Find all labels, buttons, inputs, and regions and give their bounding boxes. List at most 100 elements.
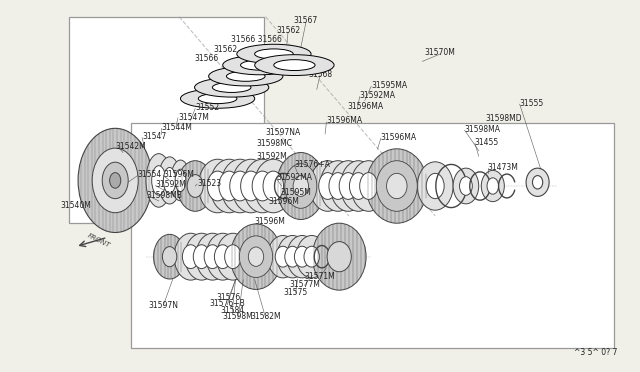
Ellipse shape xyxy=(274,60,315,71)
Ellipse shape xyxy=(209,67,283,86)
Text: 31540M: 31540M xyxy=(60,201,91,210)
Ellipse shape xyxy=(187,174,204,198)
Text: 31576+A: 31576+A xyxy=(294,160,330,169)
Ellipse shape xyxy=(102,162,128,199)
Ellipse shape xyxy=(163,167,176,193)
Ellipse shape xyxy=(312,223,366,290)
Ellipse shape xyxy=(146,154,172,207)
Ellipse shape xyxy=(285,164,317,208)
Text: 31596M: 31596M xyxy=(255,217,285,226)
Ellipse shape xyxy=(255,55,334,76)
Ellipse shape xyxy=(198,93,237,104)
Ellipse shape xyxy=(239,236,273,278)
Text: 31554: 31554 xyxy=(138,170,162,179)
Ellipse shape xyxy=(225,245,241,269)
Ellipse shape xyxy=(320,161,356,211)
Text: 31584: 31584 xyxy=(220,306,244,315)
Ellipse shape xyxy=(185,233,218,280)
Text: 31596M: 31596M xyxy=(269,197,300,206)
Ellipse shape xyxy=(277,235,308,278)
Ellipse shape xyxy=(241,171,261,201)
Ellipse shape xyxy=(196,233,229,280)
Text: 31592MA: 31592MA xyxy=(276,173,312,182)
Text: 31592M: 31592M xyxy=(256,153,287,161)
Ellipse shape xyxy=(360,173,378,199)
Ellipse shape xyxy=(417,162,453,210)
Ellipse shape xyxy=(330,161,366,211)
Text: 31575: 31575 xyxy=(284,288,308,296)
Ellipse shape xyxy=(212,82,251,93)
Text: 31577M: 31577M xyxy=(289,280,320,289)
Ellipse shape xyxy=(163,247,177,267)
Ellipse shape xyxy=(214,245,231,269)
Ellipse shape xyxy=(109,173,121,188)
Ellipse shape xyxy=(198,159,237,213)
Text: 31566 31566: 31566 31566 xyxy=(230,35,282,44)
Text: 31570M: 31570M xyxy=(425,48,456,57)
Ellipse shape xyxy=(230,171,250,201)
Text: 31473M: 31473M xyxy=(488,163,518,172)
Ellipse shape xyxy=(252,171,273,201)
Ellipse shape xyxy=(304,246,319,267)
Text: 31598MC: 31598MC xyxy=(256,139,292,148)
Ellipse shape xyxy=(340,161,376,211)
Ellipse shape xyxy=(263,171,284,201)
Ellipse shape xyxy=(329,173,347,199)
Ellipse shape xyxy=(210,159,248,213)
Text: 31523: 31523 xyxy=(197,179,221,187)
Ellipse shape xyxy=(460,177,472,195)
Text: 31582M: 31582M xyxy=(250,312,281,321)
Text: 31576: 31576 xyxy=(216,293,241,302)
Ellipse shape xyxy=(387,173,407,199)
Ellipse shape xyxy=(152,166,166,195)
Text: 31555: 31555 xyxy=(520,99,544,108)
Text: 31544M: 31544M xyxy=(161,123,192,132)
Ellipse shape xyxy=(221,159,259,213)
Ellipse shape xyxy=(310,161,346,211)
Ellipse shape xyxy=(230,224,282,289)
Text: 31592MA: 31592MA xyxy=(360,92,396,100)
Ellipse shape xyxy=(426,173,444,199)
Ellipse shape xyxy=(339,173,357,199)
Ellipse shape xyxy=(383,169,411,203)
Ellipse shape xyxy=(290,171,312,201)
Ellipse shape xyxy=(177,161,213,211)
Ellipse shape xyxy=(248,247,264,266)
Text: 31562: 31562 xyxy=(214,45,238,54)
Text: 31592M: 31592M xyxy=(156,180,186,189)
Ellipse shape xyxy=(275,246,291,267)
Ellipse shape xyxy=(180,89,255,108)
Ellipse shape xyxy=(237,44,311,64)
Ellipse shape xyxy=(227,71,265,81)
Ellipse shape xyxy=(366,149,428,223)
Ellipse shape xyxy=(319,173,337,199)
Ellipse shape xyxy=(154,234,186,279)
Ellipse shape xyxy=(349,173,367,199)
FancyBboxPatch shape xyxy=(131,123,614,348)
Ellipse shape xyxy=(216,233,250,280)
Text: ^3 5^ 0? 7: ^3 5^ 0? 7 xyxy=(574,348,618,357)
Ellipse shape xyxy=(232,159,270,213)
Ellipse shape xyxy=(207,171,228,201)
Text: 31568: 31568 xyxy=(308,70,332,79)
Ellipse shape xyxy=(254,159,292,213)
Text: 31576+B: 31576+B xyxy=(209,299,245,308)
Ellipse shape xyxy=(532,176,543,189)
Ellipse shape xyxy=(327,242,351,272)
Text: 31595M: 31595M xyxy=(280,188,311,197)
Text: 31598MA: 31598MA xyxy=(465,125,500,134)
Ellipse shape xyxy=(158,157,181,204)
Ellipse shape xyxy=(255,49,293,59)
Ellipse shape xyxy=(195,78,269,97)
Ellipse shape xyxy=(526,168,549,196)
Ellipse shape xyxy=(204,245,221,269)
Text: 31595MA: 31595MA xyxy=(371,81,407,90)
Ellipse shape xyxy=(376,161,417,211)
Text: 31597NA: 31597NA xyxy=(266,128,301,137)
Text: 31596M: 31596M xyxy=(163,170,194,179)
Text: 31566: 31566 xyxy=(195,54,219,63)
Ellipse shape xyxy=(481,170,504,202)
Ellipse shape xyxy=(174,233,207,280)
Text: 31598MD: 31598MD xyxy=(485,114,522,123)
Ellipse shape xyxy=(293,176,308,196)
